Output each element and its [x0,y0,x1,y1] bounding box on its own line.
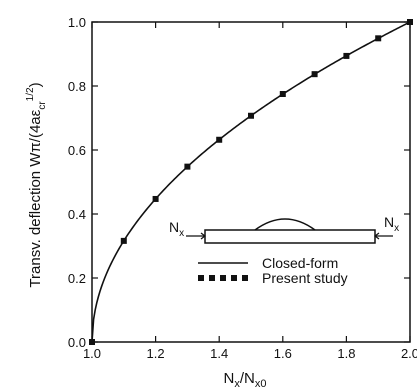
present-study-point [407,19,413,25]
inset-label-left: Nx [169,219,184,239]
present-study-point [120,237,127,244]
present-study-point [343,52,350,59]
y-axis-title: Transv. deflection Wπ/(4aεcr1/2) [25,82,48,287]
x-tick-label: 1.4 [210,346,228,361]
present-study-point [89,339,95,345]
y-tick-label: 0.2 [68,271,86,286]
right-arrowhead [374,232,380,240]
axes [91,21,411,343]
y-tick-label: 0.4 [68,207,86,222]
inset-schematic: Nx Nx [169,214,399,244]
present-study-point [248,112,254,119]
x-axis-title: Nx/Nx0 [224,370,267,390]
ticks: 1.0 1.2 1.4 1.6 1.8 2.0 0.0 0.2 0.4 0.6 0.8 1.0 [68,15,417,361]
present-study-point [311,71,318,78]
present-study-point [375,35,382,42]
x-tick-label: 1.6 [274,346,292,361]
legend-marker-dot [231,275,237,281]
y-tick-label: 1.0 [68,15,86,30]
y-tick-label: 0.6 [68,143,86,158]
legend-marker-dot [220,275,226,281]
legend-label-closed-form: Closed-form [262,255,338,271]
closed-form-line [91,21,411,343]
legend-marker-dot [209,275,215,281]
present-study-point [184,163,191,170]
present-study-point [152,195,159,202]
legend: Closed-form Present study [198,255,348,286]
legend-marker-dot [198,275,204,281]
present-study-point [279,91,286,97]
plate-bulge [254,218,316,231]
plot-frame [91,21,411,343]
present-study-point [216,136,223,143]
x-tick-label: 1.0 [83,346,101,361]
x-tick-label: 1.8 [337,346,355,361]
legend-marker-dot [242,275,248,281]
y-tick-label: 0.8 [68,79,86,94]
x-tick-label: 1.2 [147,346,165,361]
closed-form-series [91,21,411,343]
y-tick-label: 0.0 [68,335,86,350]
plate-rect [204,229,376,244]
present-study-series [89,19,413,345]
legend-label-present-study: Present study [262,270,348,286]
inset-label-right: Nx [384,214,399,234]
legend-markers-present-study [198,275,248,281]
left-arrowhead [200,232,206,240]
x-tick-label: 2.0 [401,346,417,361]
